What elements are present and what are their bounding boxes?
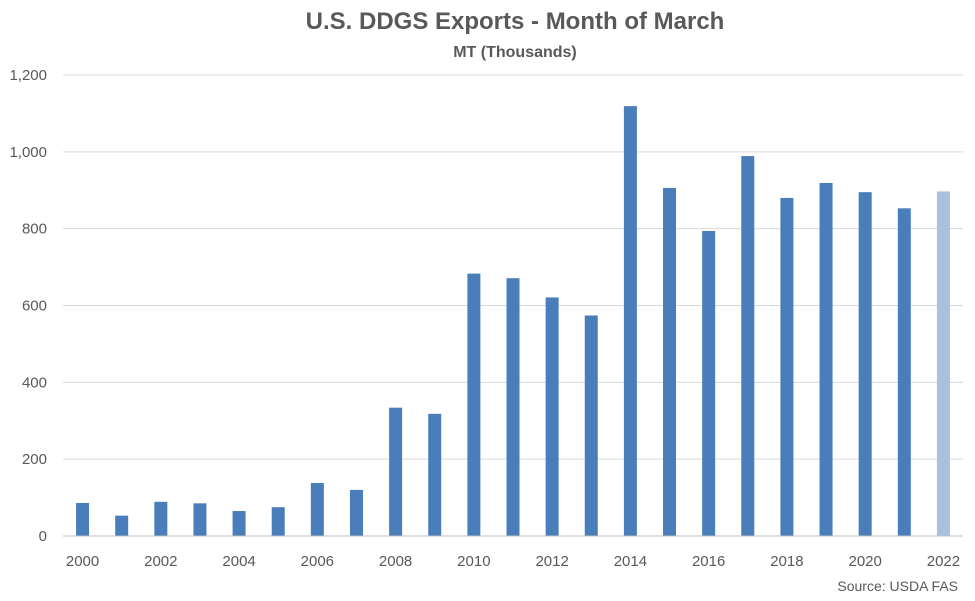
bar xyxy=(545,297,559,536)
x-tick-label: 2006 xyxy=(301,553,334,570)
x-tick-label: 2016 xyxy=(692,553,725,570)
x-axis: 2000 2002 2004 2006 2008 2010 2012 2014 2016 2018… xyxy=(63,535,963,570)
x-tick-label: 2004 xyxy=(222,553,255,570)
bar xyxy=(506,278,520,536)
x-tick-label: 2022 xyxy=(927,553,960,570)
chart-title: U.S. DDGS Exports - Month of March xyxy=(305,8,725,35)
bar xyxy=(741,156,755,536)
bar xyxy=(623,106,637,537)
x-tick-label: 2002 xyxy=(144,553,177,570)
y-tick-label: 400 xyxy=(22,374,47,391)
y-tick-label: 200 xyxy=(22,451,47,468)
y-tick-label: 600 xyxy=(22,298,47,315)
bar xyxy=(76,502,90,536)
x-tick-label: 2020 xyxy=(848,553,881,570)
x-tick-label: 2008 xyxy=(379,553,412,570)
bar xyxy=(897,208,911,536)
bar xyxy=(858,192,872,536)
source-note: Source: USDA FAS xyxy=(837,578,958,594)
bar xyxy=(115,515,129,536)
bar xyxy=(428,413,442,536)
bar xyxy=(193,503,207,536)
bar xyxy=(584,315,598,536)
bar xyxy=(467,273,481,536)
x-tick-label: 2018 xyxy=(770,553,803,570)
bar xyxy=(702,230,716,536)
bar xyxy=(310,482,324,536)
bar xyxy=(271,507,285,536)
bar xyxy=(936,191,950,536)
bar xyxy=(663,187,677,536)
bars xyxy=(76,106,950,537)
bar xyxy=(232,511,246,536)
bar xyxy=(819,182,833,536)
x-tick-label: 2012 xyxy=(535,553,568,570)
y-tick-label: 800 xyxy=(22,221,47,238)
chart-subtitle: MT (Thousands) xyxy=(453,44,577,61)
bar xyxy=(349,489,363,536)
x-tick-label: 2000 xyxy=(66,553,99,570)
y-axis: 0 200 400 600 800 1,000 1,200 xyxy=(9,67,47,545)
y-tick-label: 1,000 xyxy=(9,144,47,161)
bar xyxy=(389,407,403,536)
y-tick-label: 0 xyxy=(39,528,47,545)
bar xyxy=(154,501,168,536)
y-tick-label: 1,200 xyxy=(9,67,47,84)
x-tick-label: 2010 xyxy=(457,553,490,570)
x-tick-label: 2014 xyxy=(614,553,647,570)
bar xyxy=(780,197,794,536)
